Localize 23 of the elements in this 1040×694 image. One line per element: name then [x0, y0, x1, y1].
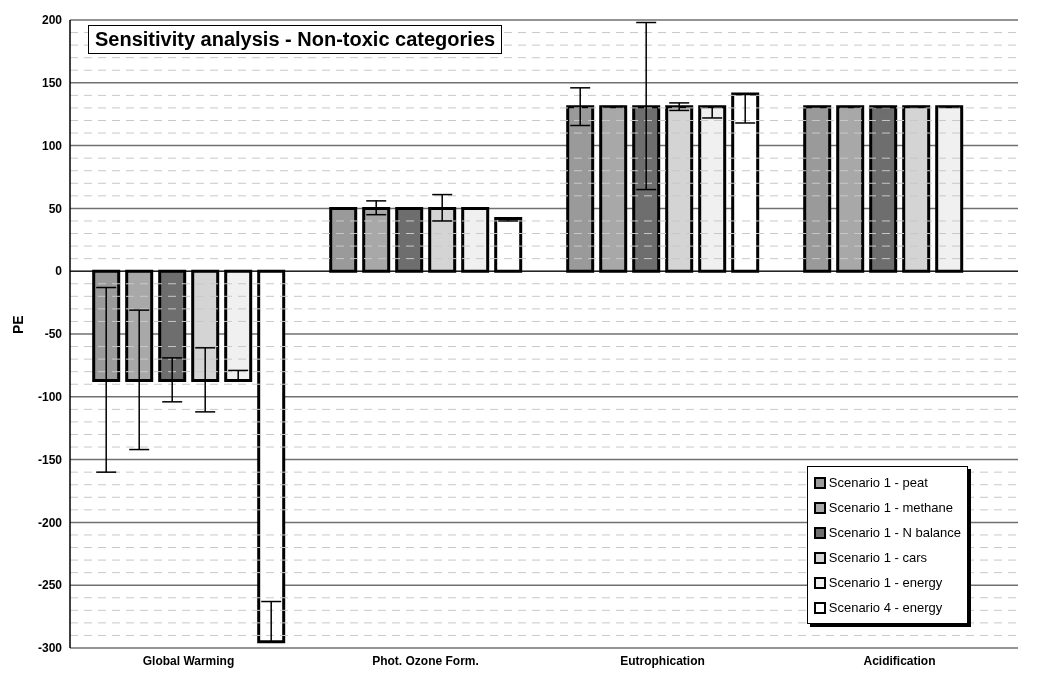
y-axis-title: PE — [9, 315, 26, 334]
y-tick-label: 0 — [55, 264, 63, 279]
legend-label: Scenario 1 - N balance — [828, 524, 961, 542]
legend-label: Scenario 1 - peat — [828, 474, 928, 492]
y-tick-label: -250 — [37, 578, 63, 593]
x-tick-label: Acidification — [863, 653, 936, 668]
y-tick-label: -100 — [37, 390, 63, 405]
y-tick-label: 50 — [48, 201, 63, 216]
legend-label: Scenario 4 - energy — [828, 599, 943, 617]
x-tick-label: Phot. Ozone Form. — [372, 653, 479, 668]
y-tick-label: -50 — [44, 327, 63, 342]
y-tick-label: -150 — [37, 452, 63, 467]
y-tick-label: -200 — [37, 515, 63, 530]
legend-label: Scenario 1 - cars — [828, 549, 928, 567]
x-tick-label: Eutrophication — [620, 653, 705, 668]
chart-title: Sensitivity analysis - Non-toxic categories — [88, 25, 503, 54]
y-tick-label: 100 — [41, 138, 63, 153]
y-tick-label: 200 — [41, 13, 63, 28]
legend-label: Scenario 1 - methane — [828, 499, 954, 517]
y-tick-label: -300 — [37, 641, 63, 656]
legend-label: Scenario 1 - energy — [828, 574, 943, 592]
y-tick-label: 150 — [41, 76, 63, 91]
x-tick-label: Global Warming — [142, 653, 235, 668]
